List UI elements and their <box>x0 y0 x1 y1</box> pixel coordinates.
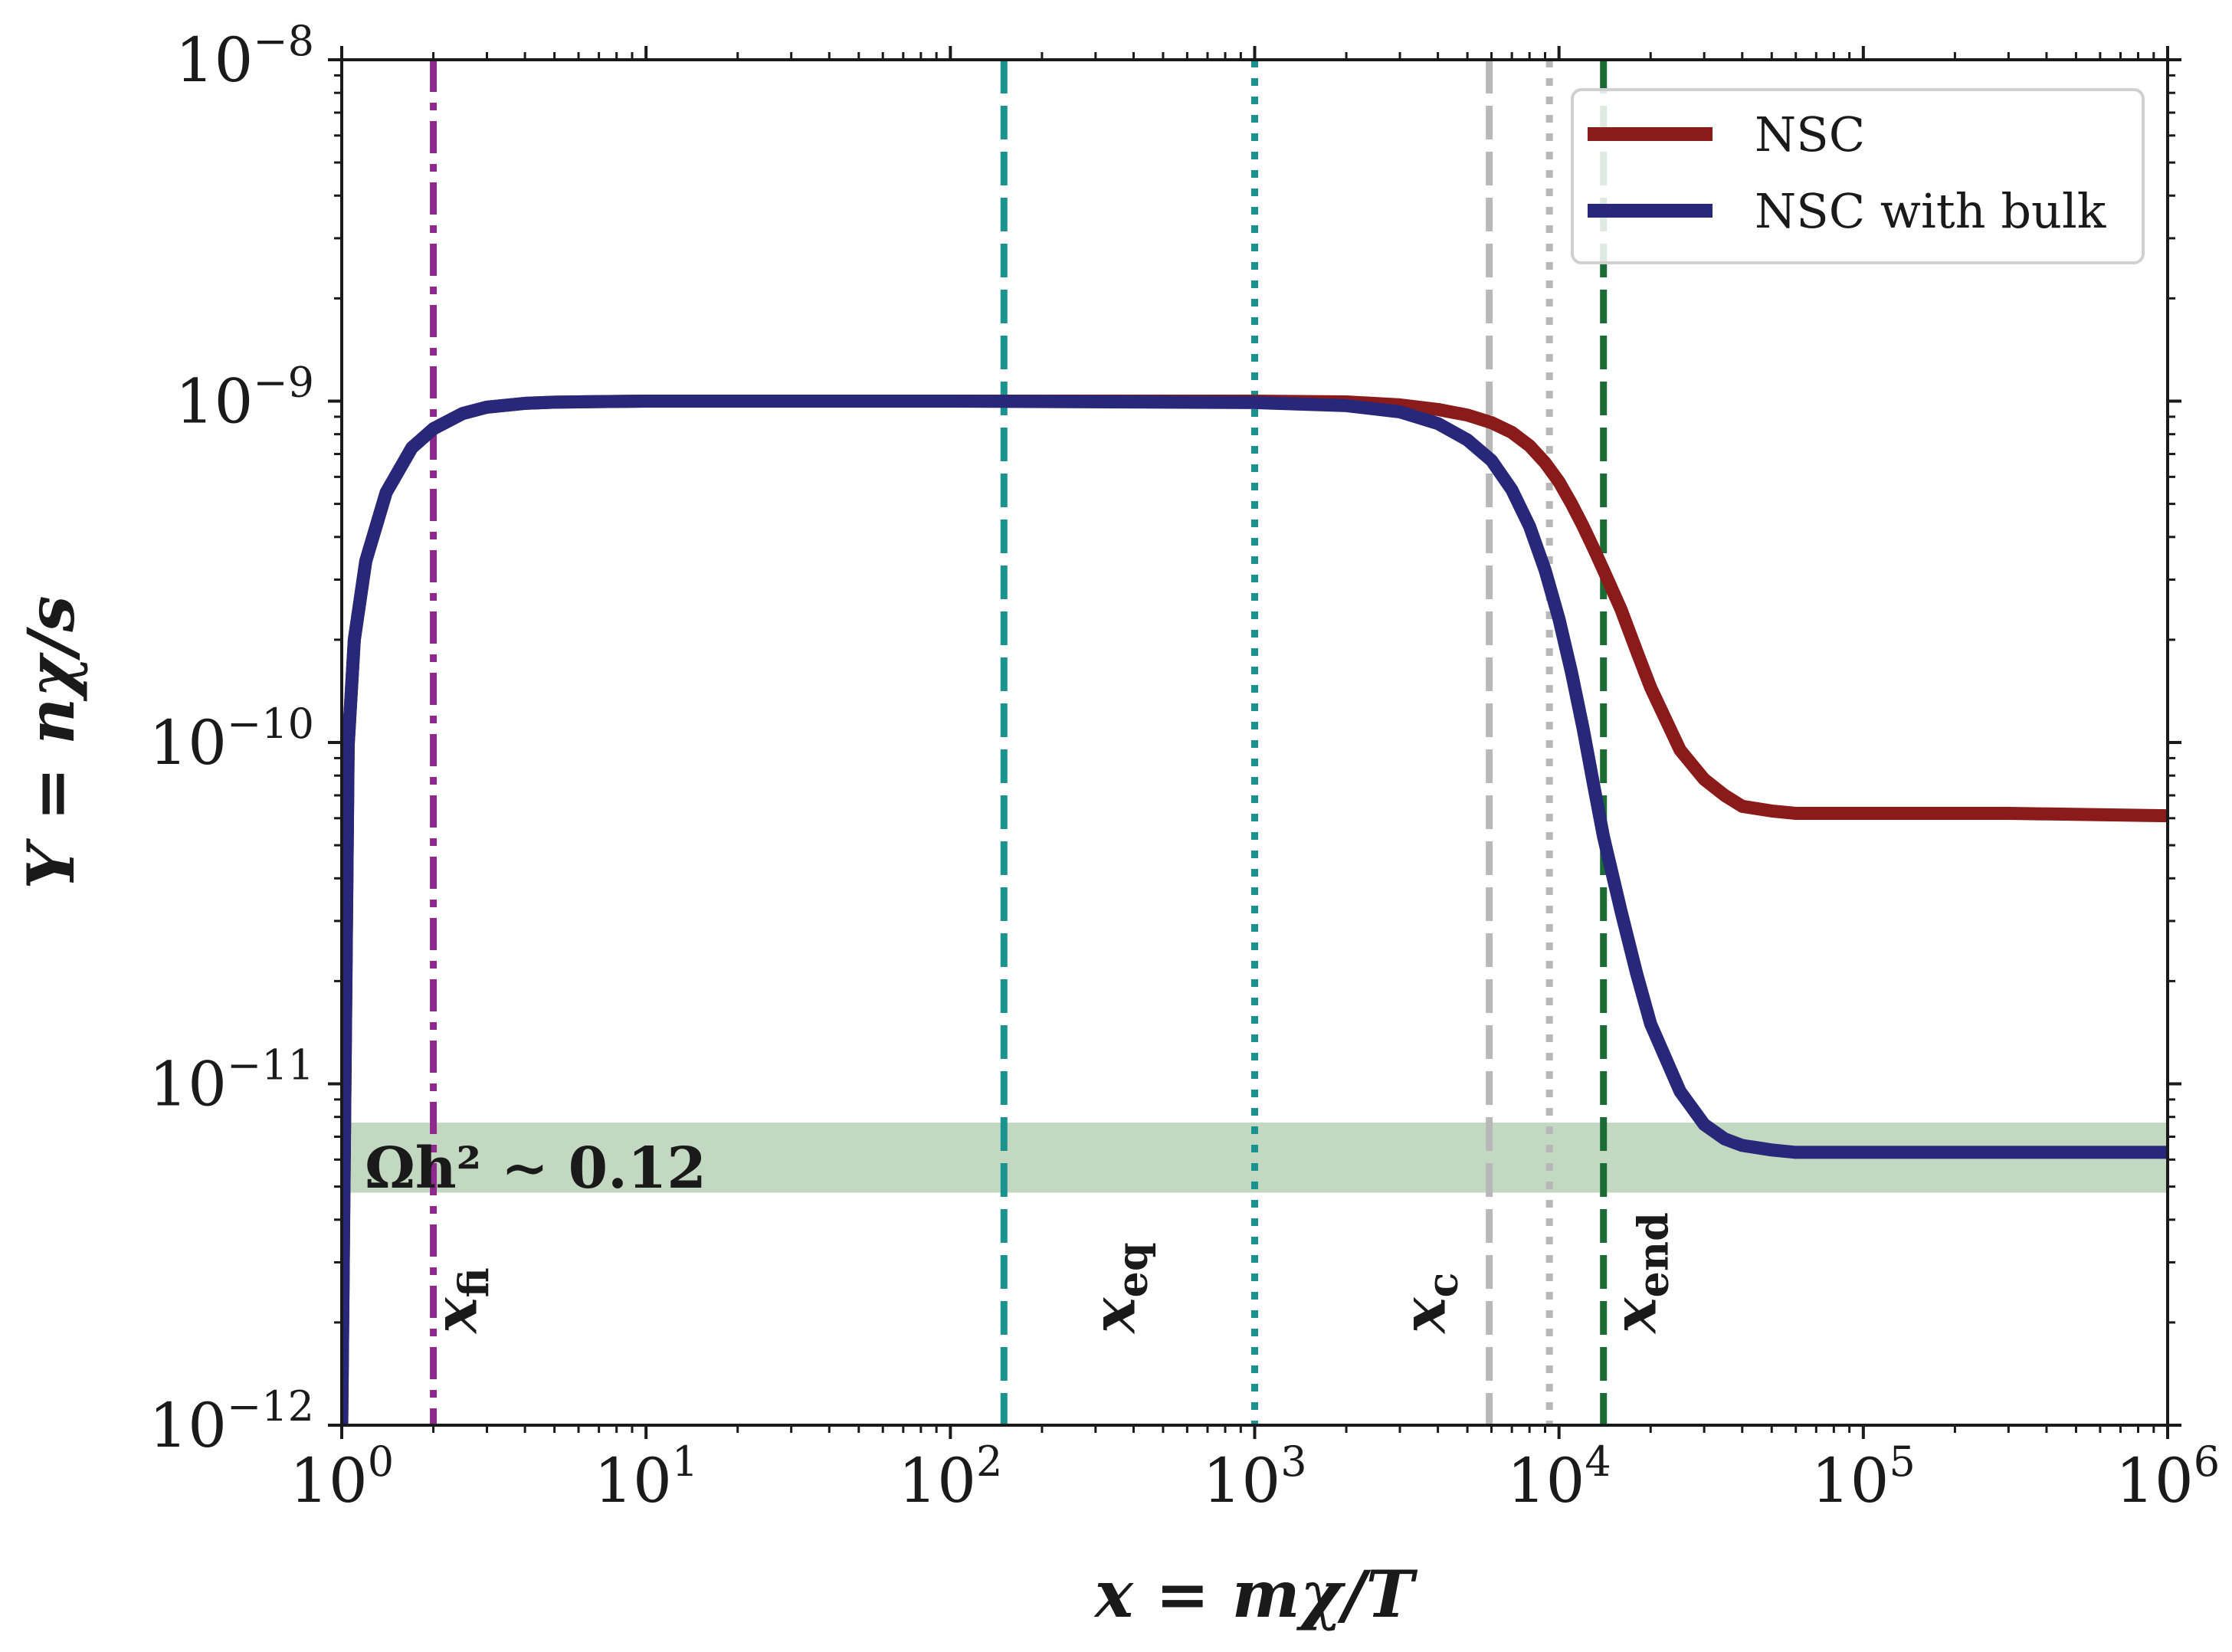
x-tick-label: 103 <box>1202 1437 1306 1516</box>
y-tick-label: 10−9 <box>175 359 314 438</box>
vertical-lines-layer <box>430 60 1608 1425</box>
series-layer <box>342 395 2168 1425</box>
vline-label-text: xc <box>1390 1273 1467 1335</box>
series-line-nsc-with-bulk <box>342 395 2168 1425</box>
x-axis-title: x = mχ/T <box>1093 1556 1418 1632</box>
vline-label-x-c: xc <box>1390 1273 1467 1335</box>
vline-label-text: xend <box>1601 1212 1678 1335</box>
vline-label-x-end: xend <box>1601 1212 1678 1335</box>
legend: NSC NSC with bulk <box>1571 88 2145 264</box>
legend-label-nsc: NSC <box>1755 107 1865 162</box>
legend-box <box>1571 88 2145 264</box>
y-axis-title: Y = nχ/s <box>13 595 89 889</box>
legend-label-nsc-with-bulk: NSC with bulk <box>1755 183 2106 239</box>
band-label: Ωh² ∼ 0.12 <box>365 1136 706 1201</box>
plot-frame <box>340 58 2169 1427</box>
